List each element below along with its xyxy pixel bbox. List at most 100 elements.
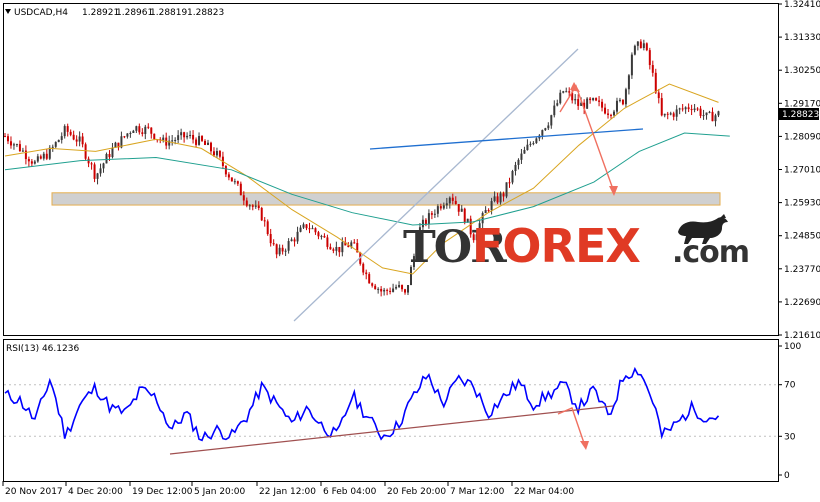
candle-body	[690, 109, 693, 111]
candle-body	[18, 144, 21, 152]
candle-body	[54, 142, 57, 147]
collapse-triangle-icon[interactable]	[5, 9, 11, 14]
candle-body	[177, 135, 180, 140]
candle-body	[353, 242, 356, 244]
candle-body	[215, 151, 218, 156]
candle-body	[201, 136, 204, 141]
candle-body	[245, 200, 248, 206]
candle-body	[380, 288, 383, 292]
candle-body	[365, 272, 368, 275]
candle-body	[263, 220, 266, 222]
x-tick-label: 7 Mar 12:00	[450, 487, 505, 497]
candle-body	[15, 144, 18, 146]
x-tick-label: 4 Dec 20:00	[68, 487, 123, 497]
candle-body	[114, 142, 117, 148]
candle-body	[212, 151, 215, 156]
candle-body	[672, 113, 675, 117]
x-tick-label: 20 Feb 20:00	[387, 487, 446, 497]
candle-body	[499, 193, 502, 203]
candle-body	[666, 113, 669, 115]
candle-body	[493, 196, 496, 202]
candle-body	[290, 239, 293, 242]
candle-body	[460, 208, 463, 212]
candle-body	[138, 126, 141, 133]
header-low: 1.28819	[150, 8, 187, 18]
candle-body	[338, 246, 341, 253]
candle-body	[218, 151, 221, 157]
candle-body	[45, 153, 48, 159]
arrow-head-down	[609, 186, 618, 196]
candle-body	[105, 153, 108, 164]
candle-body	[260, 207, 263, 221]
arrow-head-up	[570, 82, 580, 92]
candle-body	[556, 103, 559, 106]
candle-body	[347, 245, 350, 248]
candle-body	[478, 223, 481, 235]
candle-body	[663, 113, 666, 116]
candle-body	[233, 181, 236, 183]
candle-body	[681, 108, 684, 110]
candle-body	[657, 92, 660, 99]
candle-body	[60, 136, 63, 140]
candle-body	[511, 171, 514, 183]
candle-body	[153, 133, 156, 140]
candle-body	[377, 288, 380, 290]
candle-body	[251, 205, 254, 207]
candle-body	[669, 113, 672, 115]
candle-body	[281, 247, 284, 252]
candle-body	[645, 43, 648, 51]
candle-body	[335, 246, 338, 251]
candle-body	[421, 219, 424, 228]
candle-body	[117, 142, 120, 148]
candle-body	[409, 266, 412, 286]
candle-body	[436, 206, 439, 214]
rsi-trend-line	[169, 405, 614, 455]
candle-body	[610, 114, 613, 116]
candle-body	[242, 195, 245, 201]
y-tick-label: 1.21610	[784, 331, 820, 341]
candle-body	[224, 165, 227, 175]
candle-body	[496, 196, 499, 203]
candle-body	[254, 205, 257, 207]
candle-body	[541, 130, 544, 136]
candle-body	[604, 107, 607, 114]
candle-body	[371, 283, 374, 286]
candle-body	[93, 164, 96, 179]
rsi-tick-label: 30	[784, 432, 796, 442]
candle-body	[717, 111, 720, 116]
candle-body	[39, 156, 42, 159]
rsi-forecast-arrow	[557, 407, 586, 447]
price-tag: 1.28823	[782, 110, 819, 120]
candle-body	[639, 41, 642, 49]
candle-body	[389, 290, 392, 292]
candle-body	[535, 138, 538, 144]
candle-body	[329, 246, 332, 250]
candle-body	[412, 256, 415, 267]
support-zone	[51, 192, 721, 206]
candle-body	[407, 285, 410, 293]
candle-body	[660, 98, 663, 116]
candle-body	[126, 133, 129, 137]
candle-body	[120, 136, 123, 148]
rsi-tick-label: 70	[784, 381, 796, 391]
candle-body	[484, 210, 487, 214]
candle-body	[362, 263, 365, 273]
candle-body	[532, 143, 535, 145]
candle-body	[36, 156, 39, 162]
candle-body	[195, 139, 198, 145]
candle-body	[627, 75, 630, 90]
candle-body	[693, 108, 696, 110]
rsi-layer	[4, 366, 778, 455]
candle-body	[230, 177, 233, 182]
candle-body	[204, 140, 207, 145]
y-tick-label: 1.30250	[784, 66, 820, 76]
candle-body	[323, 235, 326, 238]
candle-body	[624, 89, 627, 105]
candle-body	[374, 285, 377, 290]
candle-body	[675, 109, 678, 117]
candle-body	[571, 92, 574, 101]
candle-body	[87, 158, 90, 164]
candle-body	[439, 206, 442, 209]
candle-body	[553, 105, 556, 116]
